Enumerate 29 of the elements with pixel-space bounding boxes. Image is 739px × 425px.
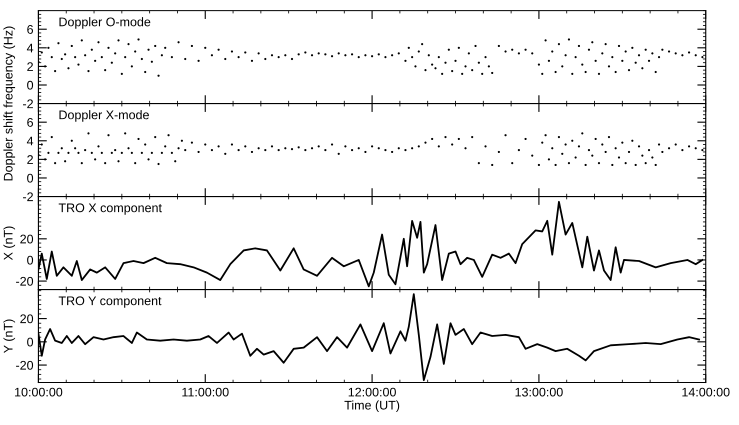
y-tick-label: 0 <box>27 80 34 90</box>
y-axis-title: Y (nT) <box>3 320 16 353</box>
y-tick-label: 6 <box>27 25 34 34</box>
x-tick-label: 10:00:00 <box>15 388 62 397</box>
y-tick-label: 2 <box>27 155 33 164</box>
x-axis-title: Time (UT) <box>344 400 400 412</box>
y-tick-label: 6 <box>27 118 34 127</box>
y-tick-label: -20 <box>16 360 34 370</box>
x-tick-label: 11:00:00 <box>182 388 229 397</box>
annotation: Doppler O-mode <box>59 17 150 29</box>
x-tick-label: 12:00:00 <box>348 388 396 397</box>
y-tick-label: -2 <box>23 99 33 108</box>
x-tick-label: 14:00:00 <box>682 388 730 397</box>
y-tick-label: 4 <box>26 44 34 52</box>
y-tick-label: 0 <box>27 338 34 346</box>
y-axis-title: Doppler shift frequency (Hz) <box>3 26 16 180</box>
y-tick-label: 0 <box>27 256 34 265</box>
y-tick-label: 4 <box>26 136 34 146</box>
y-tick-label: 2 <box>27 62 33 71</box>
annotation: Doppler X-mode <box>59 110 149 122</box>
annotation: TRO X component <box>58 203 162 215</box>
annotation: TRO Y component <box>58 296 162 308</box>
y-tick-label: -20 <box>16 276 34 286</box>
y-axis-title: X (nT) <box>3 226 16 260</box>
y-tick-label: 20 <box>20 314 34 324</box>
y-tick-label: -2 <box>23 192 33 202</box>
y-tick-label: 0 <box>27 174 34 183</box>
x-tick-label: 13:00:00 <box>516 388 563 397</box>
y-tick-label: 20 <box>20 234 34 244</box>
